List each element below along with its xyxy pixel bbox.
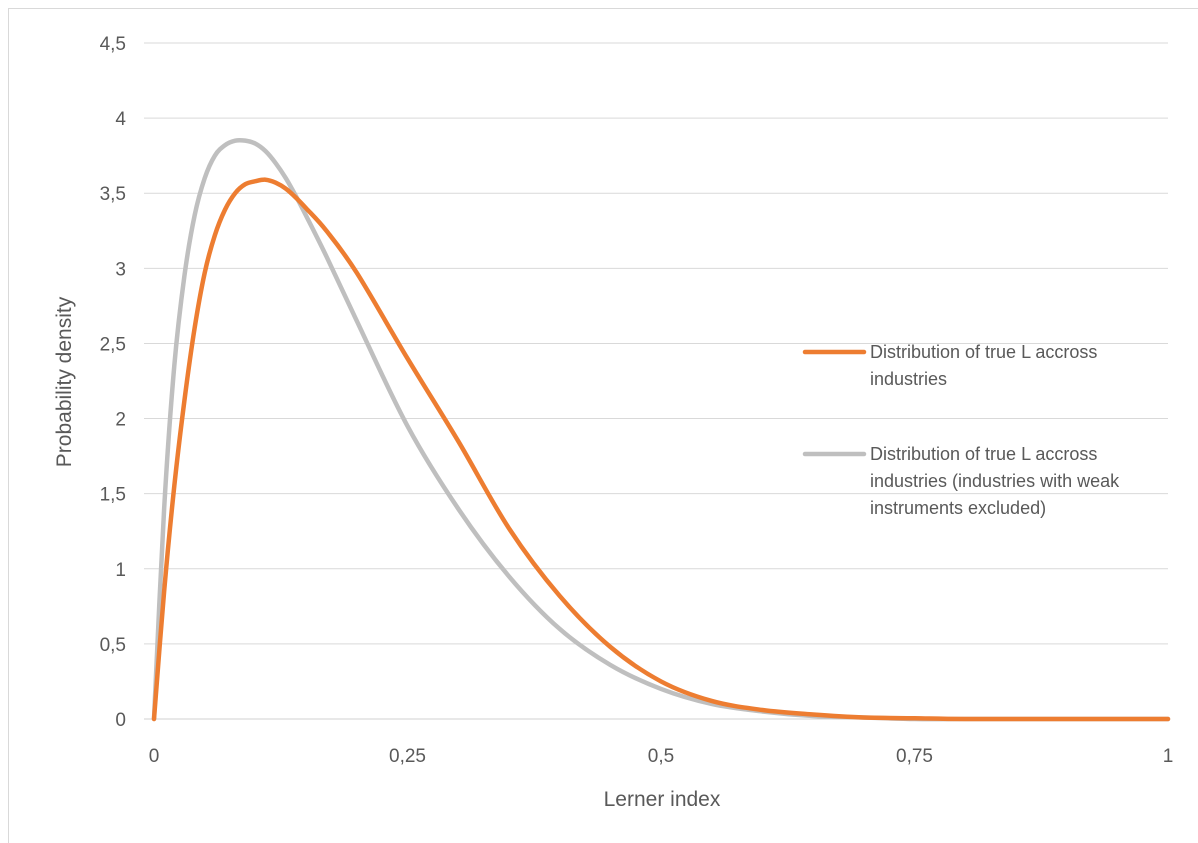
y-tick-label: 4 xyxy=(115,109,126,130)
series-line-1 xyxy=(151,177,1171,722)
series-line-2 xyxy=(151,137,1171,722)
y-tick-label: 0,5 xyxy=(100,635,126,656)
y-axis-title: Probability density xyxy=(53,296,76,467)
y-tick-label: 1 xyxy=(115,560,126,581)
y-tick-label: 4,5 xyxy=(100,34,126,55)
y-tick-label: 3 xyxy=(115,259,126,280)
x-tick-label: 0,25 xyxy=(389,746,426,767)
y-tick-label: 3,5 xyxy=(100,184,126,205)
legend-label-2: Distribution of true L accross industries… xyxy=(870,444,1120,518)
x-axis-ticks: 0 0,25 0,5 0,75 1 xyxy=(149,746,1174,767)
y-tick-label: 0 xyxy=(115,710,126,731)
legend-label-1: Distribution of true L accross industries xyxy=(870,342,1097,389)
legend: Distribution of true L accross industries… xyxy=(802,342,1120,518)
chart-frame xyxy=(8,8,1198,843)
gridlines xyxy=(144,42,1168,720)
x-axis-title: Lerner index xyxy=(604,788,721,811)
x-tick-label: 1 xyxy=(1163,746,1174,767)
y-tick-label: 2,5 xyxy=(100,334,126,355)
y-tick-label: 2 xyxy=(115,410,126,431)
x-tick-label: 0 xyxy=(149,746,160,767)
series-lines xyxy=(151,137,1171,722)
x-tick-label: 0,75 xyxy=(896,746,933,767)
x-tick-label: 0,5 xyxy=(648,746,674,767)
y-tick-label: 1,5 xyxy=(100,485,126,506)
y-axis-ticks: 0 0,5 1 1,5 2 2,5 3 3,5 4 4,5 xyxy=(100,34,127,731)
